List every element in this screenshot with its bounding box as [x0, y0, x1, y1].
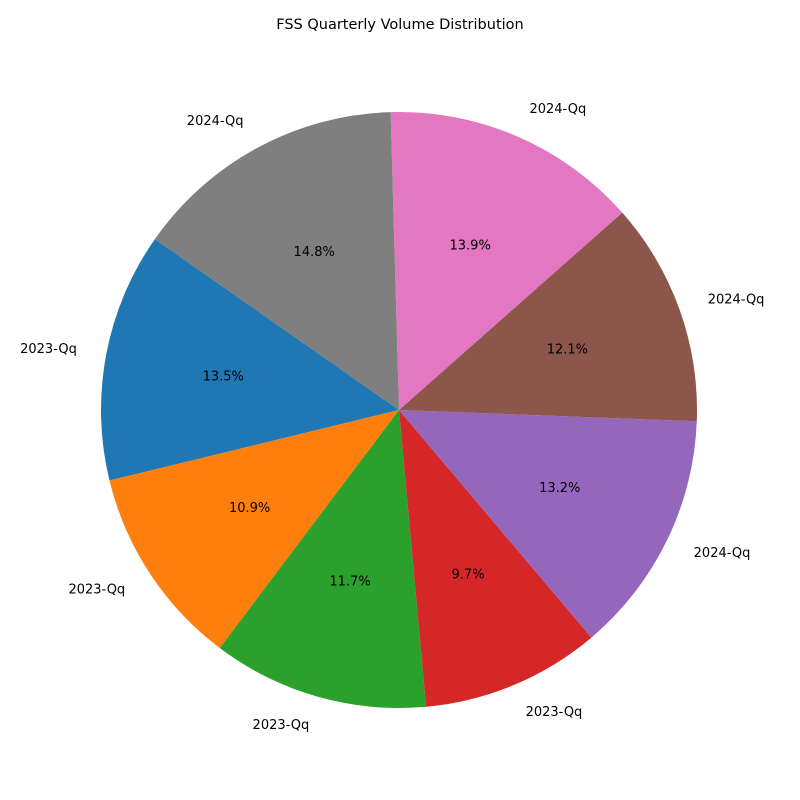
pie-slices [101, 112, 698, 708]
slice-label-7: 2024-Qq [187, 114, 244, 129]
slice-label-5: 2024-Qq [708, 292, 765, 307]
percent-labels: 13.5% 10.9% 11.7% 9.7% 13.2% 12.1% 13.9% 14.8% [203, 238, 588, 589]
pie-slice-4 [399, 410, 697, 638]
percent-label-3: 9.7% [452, 567, 485, 582]
percent-label-7: 14.8% [294, 245, 335, 260]
pie-slice-5 [399, 212, 698, 422]
pie-slice-1 [109, 410, 399, 649]
chart-title: FSS Quarterly Volume Distribution [276, 17, 523, 33]
percent-label-6: 13.9% [450, 238, 491, 253]
percent-label-5: 12.1% [547, 342, 588, 357]
pie-slice-2 [219, 410, 427, 708]
percent-label-1: 10.9% [229, 501, 270, 516]
pie-slice-6 [390, 112, 623, 411]
percent-label-4: 13.2% [539, 481, 580, 496]
slice-label-1: 2023-Qq [68, 583, 125, 598]
slice-label-2: 2023-Qq [253, 718, 310, 733]
pie-slice-3 [399, 410, 592, 707]
slice-labels: 2023-Qq 2023-Qq 2023-Qq 2023-Qq 2024-Qq 2024-… [20, 102, 764, 733]
slice-label-3: 2023-Qq [526, 705, 583, 720]
slice-label-0: 2023-Qq [20, 342, 77, 357]
percent-label-0: 13.5% [203, 369, 244, 384]
slice-label-4: 2024-Qq [694, 546, 751, 561]
pie-slice-7 [154, 112, 399, 411]
percent-label-2: 11.7% [329, 574, 370, 589]
pie-slice-0 [101, 239, 400, 481]
slice-label-6: 2024-Qq [529, 102, 586, 117]
